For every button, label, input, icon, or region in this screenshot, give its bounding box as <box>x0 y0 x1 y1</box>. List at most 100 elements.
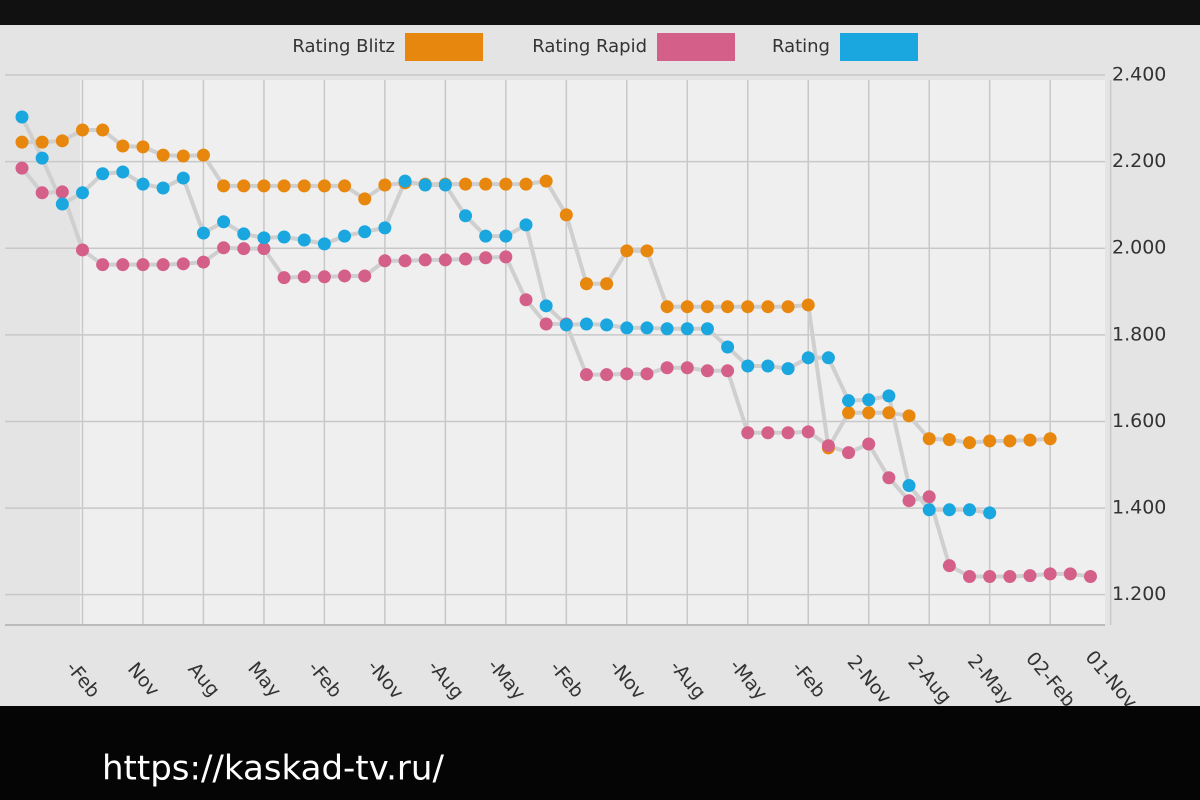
data-point <box>600 277 614 291</box>
data-point <box>55 197 69 211</box>
data-point <box>862 437 876 451</box>
y-tick-label: 1.800 <box>1112 323 1166 345</box>
data-point <box>519 177 533 191</box>
data-point <box>660 361 674 375</box>
data-point <box>942 503 956 517</box>
data-point <box>983 506 997 520</box>
data-point <box>338 269 352 283</box>
data-point <box>378 254 392 268</box>
data-point <box>922 490 936 504</box>
data-point <box>781 300 795 314</box>
data-point <box>156 148 170 162</box>
data-point <box>821 351 835 365</box>
data-point <box>579 317 593 331</box>
legend-label: Rating Blitz <box>292 36 395 57</box>
data-point <box>600 368 614 382</box>
data-point <box>317 179 331 193</box>
data-point <box>882 406 896 420</box>
data-point <box>35 135 49 149</box>
data-point <box>96 123 110 137</box>
data-point <box>277 271 291 285</box>
data-point <box>519 218 533 232</box>
data-point <box>1023 433 1037 447</box>
data-point <box>579 368 593 382</box>
data-point <box>600 318 614 332</box>
y-tick-label: 2.000 <box>1112 237 1166 259</box>
y-tick-label: 2.400 <box>1112 64 1166 86</box>
data-point <box>15 110 29 124</box>
data-point <box>136 258 150 272</box>
data-point <box>418 253 432 267</box>
data-point <box>176 149 190 163</box>
data-point <box>821 439 835 453</box>
y-tick-label: 1.400 <box>1112 497 1166 519</box>
data-point <box>963 569 977 583</box>
data-point <box>297 179 311 193</box>
data-point <box>983 569 997 583</box>
caption-band <box>0 706 1200 800</box>
data-point <box>741 426 755 440</box>
data-point <box>842 406 856 420</box>
data-point <box>75 186 89 200</box>
data-point <box>842 446 856 460</box>
data-point <box>942 433 956 447</box>
data-point <box>620 244 634 258</box>
data-point <box>116 258 130 272</box>
data-point <box>136 140 150 154</box>
data-point <box>963 436 977 450</box>
data-point <box>338 229 352 243</box>
data-point <box>257 231 271 245</box>
data-point <box>499 177 513 191</box>
data-point <box>479 229 493 243</box>
data-point <box>539 299 553 313</box>
data-point <box>378 221 392 235</box>
data-point <box>15 135 29 149</box>
data-point <box>1003 569 1017 583</box>
data-point <box>862 406 876 420</box>
data-point <box>640 244 654 258</box>
data-point <box>761 359 775 373</box>
data-point <box>579 277 593 291</box>
data-point <box>257 179 271 193</box>
data-point <box>902 479 916 493</box>
data-point <box>660 300 674 314</box>
data-point <box>882 389 896 403</box>
data-point <box>680 322 694 336</box>
data-point <box>559 318 573 332</box>
data-point <box>1043 432 1057 446</box>
data-point <box>217 241 231 255</box>
data-point <box>902 409 916 423</box>
data-point <box>680 300 694 314</box>
data-point <box>640 367 654 381</box>
data-point <box>438 178 452 192</box>
data-point <box>700 300 714 314</box>
data-point <box>700 364 714 378</box>
legend-swatch <box>840 33 918 61</box>
data-point <box>438 253 452 267</box>
data-point <box>35 151 49 165</box>
data-point <box>942 559 956 573</box>
data-point <box>196 148 210 162</box>
data-point <box>217 179 231 193</box>
data-point <box>721 340 735 354</box>
legend-swatch <box>657 33 735 61</box>
series-line <box>22 128 1051 454</box>
data-point <box>902 494 916 508</box>
data-point <box>781 362 795 376</box>
y-tick-label: 1.600 <box>1112 410 1166 432</box>
data-point <box>862 393 876 407</box>
data-point <box>55 134 69 148</box>
data-point <box>640 321 654 335</box>
data-point <box>136 177 150 191</box>
data-point <box>721 300 735 314</box>
y-tick-label: 1.200 <box>1112 583 1166 605</box>
data-point <box>741 300 755 314</box>
data-point <box>96 167 110 181</box>
data-point <box>176 257 190 271</box>
data-point <box>479 251 493 265</box>
data-point <box>317 270 331 284</box>
legend-label: Rating <box>772 36 830 57</box>
data-point <box>459 252 473 266</box>
